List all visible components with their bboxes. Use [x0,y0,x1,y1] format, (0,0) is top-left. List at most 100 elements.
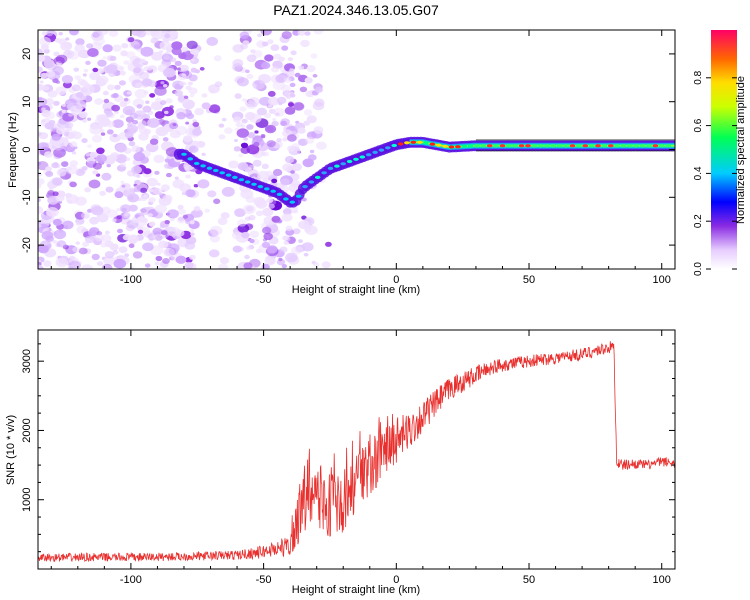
noise-blob [162,137,169,142]
ridge-core [493,144,499,148]
noise-blob [192,128,202,136]
noise-blob [112,119,124,128]
noise-blob [252,159,262,167]
noise-blob [298,65,305,71]
noise-blob [52,191,59,197]
ridge-core [627,144,633,148]
x-tick-label: -100 [120,274,142,286]
noise-blob [272,168,283,177]
noise-blob [109,55,117,62]
noise-blob [89,216,100,225]
noise-blob [245,245,252,251]
x-tick-label: -50 [256,274,272,286]
noise-blob [91,206,104,216]
noise-blob [67,199,73,204]
ridge-core [544,144,550,148]
ridge-core [537,144,544,148]
noise-blob [190,229,195,233]
noise-blob [162,194,173,203]
noise-blob [213,198,221,205]
noise-blob [55,257,69,268]
noise-blob [81,166,88,171]
noise-blob [75,38,85,46]
noise-blob [72,131,83,140]
noise-blob [164,33,171,39]
ridge-core [614,144,620,148]
ridge-core [436,143,442,147]
noise-blob [150,37,159,44]
noise-blob [122,105,136,116]
ridge-core [264,187,270,191]
noise-blob [63,225,69,230]
noise-blob [266,245,278,254]
noise-blob [189,93,195,98]
noise-blob [45,166,52,172]
noise-blob [265,170,273,177]
noise-blob [276,219,283,224]
x-tick-label: 50 [523,574,535,586]
noise-blob [55,86,67,95]
ridge-core [365,153,372,157]
noise-blob [264,124,277,134]
noise-blob [313,126,324,134]
noise-blob [313,30,324,35]
noise-blob [304,77,313,84]
ridge-core [512,144,518,148]
noise-blob [276,137,282,143]
ridge-core [646,144,652,148]
noise-blob [42,85,50,91]
noise-blob [284,106,296,115]
noise-blob [142,105,152,113]
noise-blob [308,154,317,161]
noise-blob [207,190,217,198]
noise-blob [38,178,45,185]
noise-blob [113,258,127,269]
noise-blob [157,128,163,133]
noise-blob [313,262,320,267]
noise-blob [75,241,80,245]
noise-blob [192,121,200,127]
noise-blob [94,98,104,105]
noise-blob [43,260,52,267]
noise-blob [187,81,193,86]
noise-blob [297,127,306,134]
noise-blob [128,141,136,147]
noise-blob [58,32,63,36]
y-tick-label: 20 [21,48,33,60]
noise-blob [208,104,221,114]
noise-blob [321,261,331,269]
noise-blob [87,48,99,57]
noise-blob [131,165,142,174]
ridge-core [327,166,334,170]
noise-blob [257,33,262,38]
noise-blob [217,217,228,226]
noise-blob [316,141,327,150]
noise-blob [294,246,304,253]
noise-blob [262,226,272,234]
noise-blob [75,92,84,98]
noise-blob [46,207,59,217]
ridge-core [410,140,417,144]
noise-blob [234,208,246,218]
colorbar: 0.0 0.2 0.4 0.6 0.8 Normalized spectral ampl… [693,30,747,276]
noise-blob [133,44,141,50]
noise-blob [95,234,104,242]
noise-blob [303,252,309,257]
noise-blob [172,123,177,127]
noise-blob [267,39,274,45]
noise-blob [287,134,297,142]
noise-blob [283,240,289,245]
noise-blob [39,72,48,79]
noise-blob [85,152,91,157]
ridge-core [639,144,646,148]
noise-blob [82,241,89,247]
ridge-core [658,144,665,148]
noise-blob [208,249,220,258]
noise-blob [38,48,43,55]
noise-blob [87,144,92,148]
snr-background [38,330,675,569]
noise-blob [239,106,247,112]
noise-blob [213,55,222,62]
noise-blob [148,197,156,203]
